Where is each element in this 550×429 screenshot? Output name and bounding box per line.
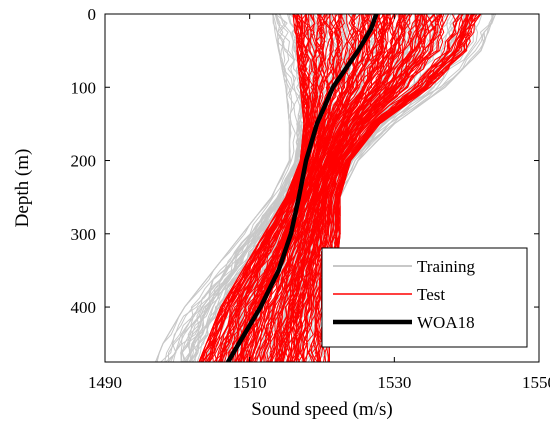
y-axis-title: Depth (m) — [12, 149, 33, 228]
x-tick-label: 1490 — [88, 373, 122, 392]
y-tick-label: 100 — [71, 78, 97, 97]
test-profile-line — [206, 14, 310, 362]
legend: Training Test WOA18 — [321, 247, 528, 348]
training-profile-line — [155, 14, 291, 362]
test-profile-line — [250, 14, 389, 362]
test-profile-line — [239, 14, 341, 362]
test-profile-line — [250, 14, 391, 362]
test-profile-line — [301, 14, 469, 362]
test-profile-line — [264, 14, 367, 362]
test-profile-line — [268, 14, 404, 362]
test-profile-line — [275, 14, 419, 362]
test-profile-line — [252, 14, 374, 362]
test-profile-line — [238, 14, 370, 362]
x-tick-label: 1510 — [233, 373, 267, 392]
test-profile-line — [252, 14, 406, 362]
test-profile-line — [299, 14, 444, 362]
training-profile-line — [184, 14, 315, 362]
test-profile-line — [286, 14, 441, 362]
test-profile-line — [240, 14, 376, 362]
training-profile-line — [181, 14, 300, 362]
x-axis-title: Sound speed (m/s) — [251, 399, 392, 420]
test-profile-line — [198, 14, 306, 362]
legend-box — [321, 247, 528, 348]
legend-label-training: Training — [417, 257, 475, 276]
legend-label-woa18: WOA18 — [417, 313, 475, 332]
woa18-profile-line — [225, 14, 379, 362]
plot-data-layer — [155, 14, 497, 362]
training-profile-line — [185, 14, 305, 362]
y-tick-label: 0 — [88, 5, 97, 24]
test-profile-line — [295, 14, 443, 362]
legend-label-test: Test — [417, 285, 445, 304]
y-tick-label: 300 — [71, 225, 97, 244]
plot-frame — [104, 13, 540, 363]
x-tick-label: 1530 — [377, 373, 411, 392]
test-profile-line — [216, 14, 319, 362]
test-profiles — [198, 14, 482, 362]
test-profile-line — [278, 14, 426, 362]
test-profile-line — [290, 14, 437, 362]
training-profile-line — [165, 14, 296, 362]
training-profile-line — [180, 14, 317, 362]
test-profile-line — [282, 14, 395, 362]
y-tick-label: 200 — [71, 152, 97, 171]
y-tick-label: 400 — [71, 298, 97, 317]
test-profile-line — [276, 14, 439, 362]
